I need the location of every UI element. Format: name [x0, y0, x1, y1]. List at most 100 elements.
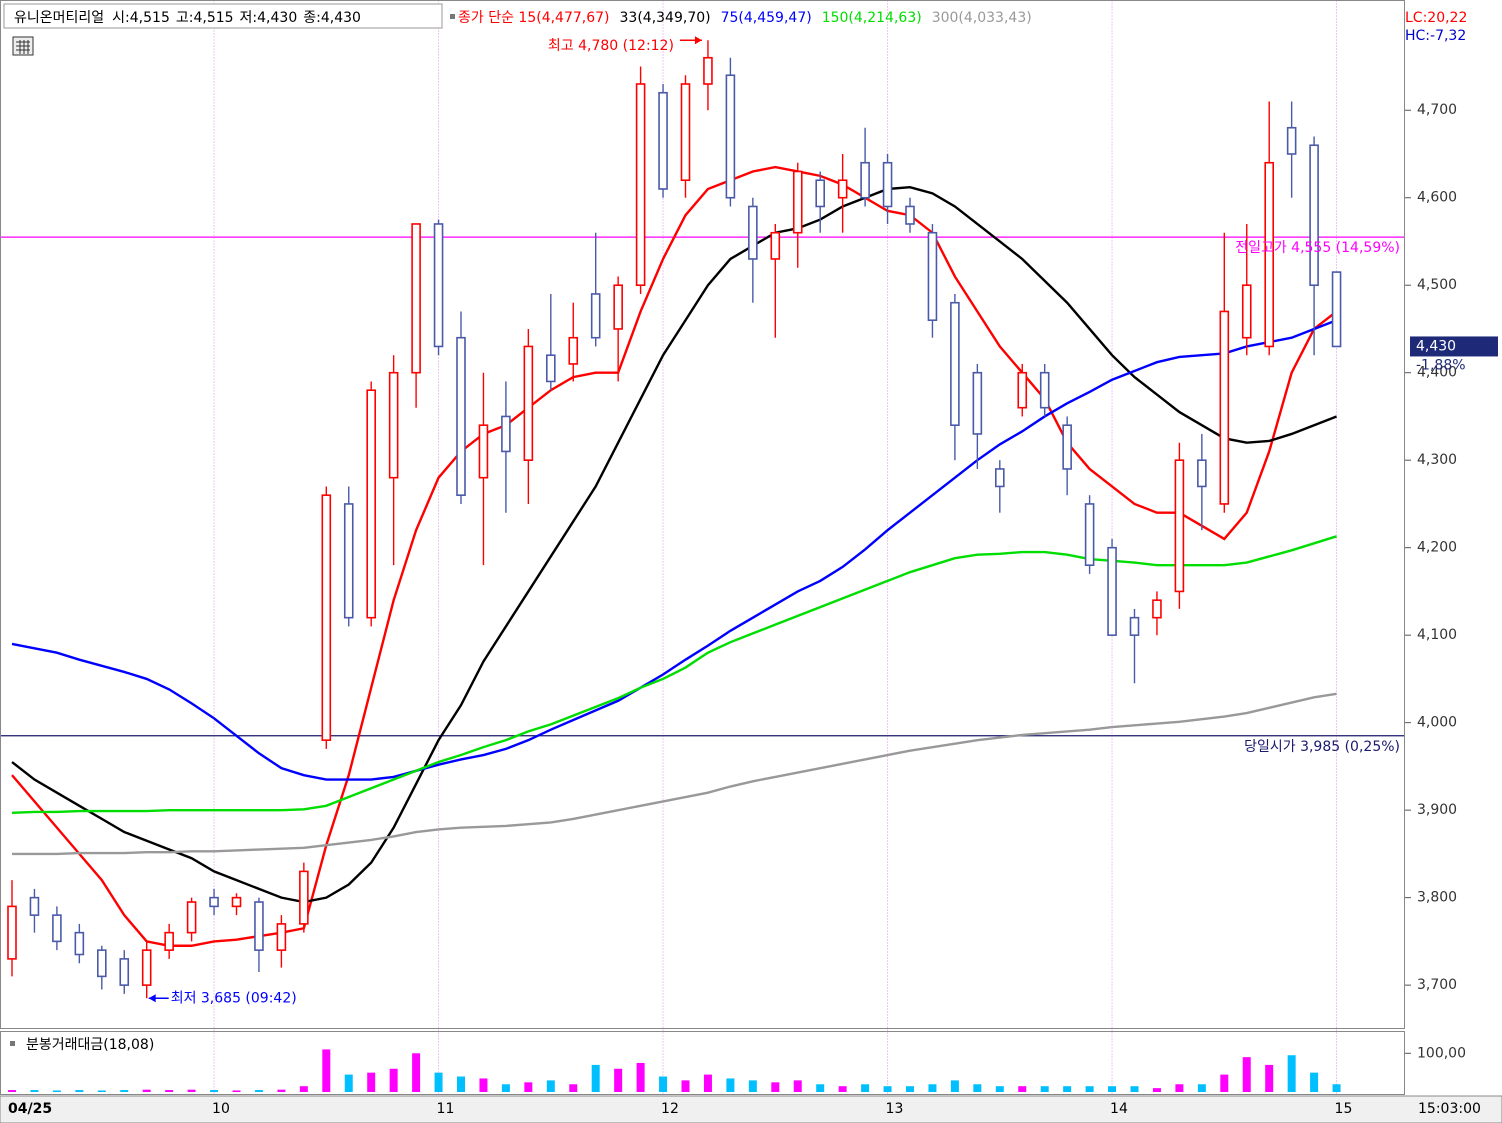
- candle-body: [815, 179, 826, 208]
- candle-body: [837, 179, 848, 199]
- volume-bar: [546, 1080, 555, 1092]
- last-price-label: 4,430: [1416, 338, 1456, 354]
- candle-body: [433, 223, 444, 348]
- volume-title: 분봉거래대금(18,08): [26, 1037, 154, 1053]
- volume-bar: [1130, 1086, 1139, 1092]
- volume-bar: [973, 1084, 982, 1092]
- volume-frame: [0, 1031, 1405, 1095]
- price-frame: [0, 0, 1405, 1029]
- time-label: 15:03:00: [1418, 1101, 1481, 1117]
- volume-bar: [838, 1086, 847, 1092]
- volume-bar: [165, 1090, 174, 1092]
- legend-marker: [450, 14, 455, 19]
- y-tick-label: 4,700: [1417, 102, 1457, 118]
- volume-bar: [389, 1068, 398, 1092]
- candle-body: [1152, 599, 1162, 619]
- reference-label: 당일시가 3,985 (0,25%): [1244, 739, 1400, 755]
- x-tick-label: 15: [1335, 1101, 1353, 1117]
- reference-label: 전일고가 4,555 (14,59%): [1235, 240, 1400, 256]
- candle-body: [1286, 126, 1297, 155]
- y-tick-label: 4,400: [1417, 365, 1457, 381]
- volume-bar: [1085, 1086, 1094, 1092]
- candle-body: [1084, 503, 1095, 566]
- arrow-head: [148, 994, 156, 1003]
- icon-lines: [16, 40, 30, 54]
- volume-bar: [793, 1080, 802, 1092]
- header-value: 저:4,430: [240, 10, 298, 26]
- candle-body: [1174, 459, 1185, 593]
- candle-body: [343, 503, 354, 619]
- candle-body: [972, 371, 983, 435]
- volume-bar: [950, 1080, 959, 1092]
- extreme-label: 최저 3,685 (09:42): [171, 990, 297, 1006]
- candle-body: [456, 336, 466, 496]
- y-tick-label: 3,700: [1417, 977, 1457, 993]
- volume-bar: [344, 1074, 353, 1092]
- candle-body: [1129, 616, 1140, 636]
- candle-body: [1264, 161, 1274, 348]
- candle-body: [703, 56, 713, 85]
- header-value: 시:4,515: [112, 10, 170, 26]
- candle-body: [1331, 271, 1342, 348]
- candle-body: [658, 91, 668, 190]
- candle-body: [725, 74, 736, 199]
- volume-bar: [614, 1068, 623, 1092]
- volume-bar: [1220, 1074, 1229, 1092]
- legend-entry: 종가 단순 15(4,477,67): [458, 10, 610, 26]
- volume-bar: [254, 1090, 263, 1092]
- volume-bar: [52, 1090, 61, 1092]
- candle-body: [1309, 144, 1319, 287]
- candle-body: [478, 424, 489, 479]
- y-tick-label: 4,500: [1417, 277, 1457, 293]
- volume-bar: [636, 1062, 645, 1092]
- candle-body: [388, 371, 399, 479]
- candle-body: [164, 931, 174, 951]
- candle-body: [209, 896, 219, 908]
- plot-layer: [7, 40, 1342, 1092]
- candle-body: [1062, 424, 1072, 470]
- legend-entry: 33(4,349,70): [620, 10, 711, 26]
- volume-bar: [434, 1072, 443, 1092]
- volume-bar: [97, 1090, 106, 1092]
- arrow-head: [694, 36, 702, 45]
- header-box: [3, 3, 443, 29]
- volume-bar: [322, 1049, 331, 1092]
- candle-body: [366, 389, 377, 619]
- candle-body: [770, 231, 781, 260]
- volume-bar: [1152, 1088, 1161, 1092]
- candle-body: [1219, 310, 1230, 505]
- menu-icon[interactable]: [12, 36, 34, 56]
- moving-average-line: [11, 186, 1337, 904]
- volume-bar: [928, 1084, 937, 1092]
- volume-bar: [75, 1090, 84, 1092]
- extreme-label: 최고 4,780 (12:12): [548, 38, 674, 54]
- volume-bar: [748, 1080, 757, 1092]
- candle-body: [52, 914, 62, 943]
- volume-bar: [1287, 1055, 1296, 1092]
- candle-body: [321, 494, 332, 741]
- x-tick-label: 12: [661, 1101, 679, 1117]
- x-tick-label: 11: [437, 1101, 455, 1117]
- volume-bar: [861, 1084, 870, 1092]
- candle-body: [74, 931, 85, 956]
- y-tick-label: 3,800: [1417, 890, 1457, 906]
- volume-bar: [187, 1089, 196, 1092]
- volume-bar: [1242, 1057, 1251, 1092]
- legend-entry: 75(4,459,47): [721, 10, 812, 26]
- volume-bar: [726, 1078, 735, 1092]
- y-tick-label: 4,000: [1417, 715, 1457, 731]
- volume-bar: [367, 1072, 376, 1092]
- candle-body: [29, 896, 40, 916]
- volume-bar: [277, 1089, 286, 1092]
- candle-body: [501, 415, 511, 453]
- volume-bar: [659, 1076, 668, 1092]
- legend-entry: 300(4,033,43): [932, 10, 1032, 26]
- y-tick-label: 4,100: [1417, 627, 1457, 643]
- volume-bar: [8, 1090, 16, 1092]
- side-label: LC:20,22: [1405, 10, 1467, 26]
- side-label: HC:-7,32: [1405, 28, 1466, 44]
- volume-bar: [906, 1086, 914, 1092]
- candle-body: [905, 205, 915, 225]
- volume-bar: [1310, 1072, 1319, 1092]
- candle-body: [254, 901, 264, 951]
